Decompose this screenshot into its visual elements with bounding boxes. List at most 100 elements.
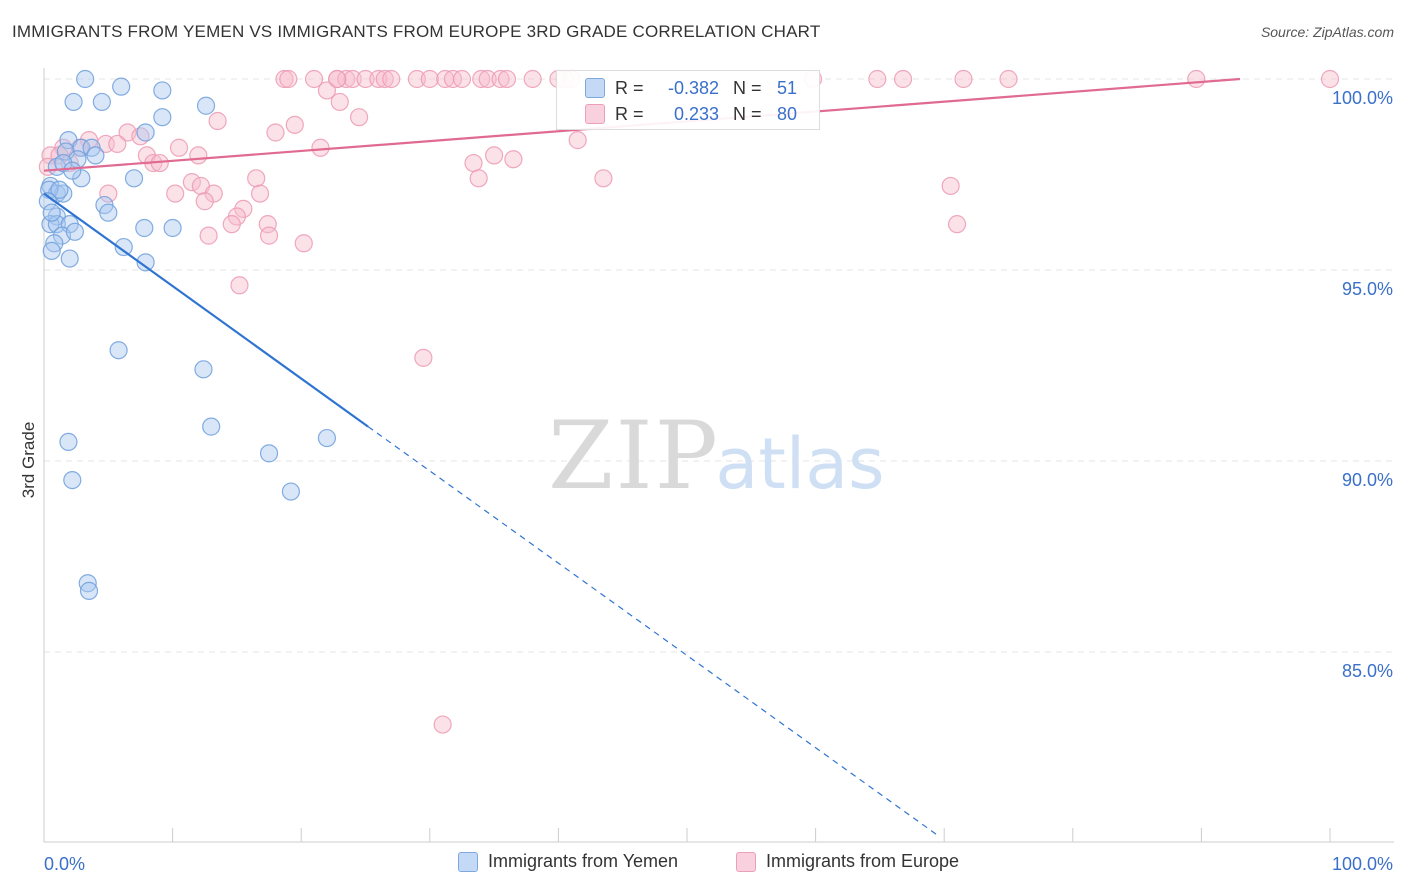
- europe-point: [382, 69, 401, 89]
- yemen-point: [114, 237, 133, 257]
- europe-point: [523, 69, 542, 89]
- europe-point: [407, 69, 427, 89]
- europe-point: [504, 150, 523, 169]
- yemen-point: [47, 215, 66, 234]
- europe-point: [108, 134, 127, 154]
- yemen-point: [42, 203, 61, 222]
- y-tick-label: 95.0%: [1342, 279, 1393, 299]
- yemen-point: [136, 123, 155, 142]
- europe-point: [478, 69, 497, 89]
- legend-swatch-yemen: [458, 851, 478, 872]
- yemen-point: [99, 203, 118, 222]
- r-value: -0.382: [667, 78, 719, 98]
- europe-point: [247, 169, 266, 188]
- correlation-row-yemen: R = -0.382 N = 51: [557, 75, 819, 101]
- n-value: 51: [776, 78, 797, 98]
- europe-point: [266, 123, 285, 142]
- x-tick-label-min: 0.0%: [44, 854, 85, 874]
- europe-point: [414, 348, 433, 367]
- yemen-point: [42, 241, 61, 260]
- yemen-point: [76, 69, 95, 89]
- yemen-point: [64, 92, 83, 112]
- europe-point: [868, 69, 887, 89]
- europe-point: [259, 226, 279, 245]
- swatch-yemen: [585, 78, 605, 98]
- yemen-points: [38, 69, 337, 600]
- yemen-point: [79, 581, 99, 600]
- r-label: R =: [615, 78, 644, 98]
- yemen-point: [259, 444, 279, 463]
- europe-point: [279, 69, 298, 89]
- x-tick-label-max: 100.0%: [1332, 854, 1393, 874]
- europe-point: [594, 169, 613, 188]
- yemen-point: [78, 574, 97, 593]
- europe-point: [182, 173, 201, 192]
- correlation-row-europe: R = 0.233 N = 80: [557, 101, 819, 127]
- europe-point: [999, 69, 1018, 89]
- europe-point: [941, 176, 960, 196]
- europe-point: [568, 131, 587, 150]
- europe-point: [328, 69, 347, 89]
- europe-point: [369, 69, 388, 89]
- europe-point: [285, 115, 304, 134]
- y-tick-labels: 100.0% 95.0% 90.0% 85.0%: [1332, 88, 1393, 681]
- yemen-point: [86, 146, 105, 165]
- europe-point: [317, 81, 337, 100]
- swatch-europe: [585, 104, 605, 124]
- europe-point: [464, 153, 483, 173]
- yemen-point: [60, 249, 79, 268]
- yemen-point: [153, 81, 172, 100]
- europe-point: [195, 192, 214, 211]
- legend: Immigrants from Yemen Immigrants from Eu…: [0, 851, 1406, 877]
- yemen-point: [63, 161, 82, 180]
- europe-point: [230, 276, 249, 295]
- yemen-point: [63, 471, 82, 490]
- europe-point: [954, 69, 973, 89]
- n-label: N =: [733, 104, 762, 124]
- europe-point: [166, 184, 185, 203]
- yemen-trendline: [43, 192, 369, 428]
- yemen-point: [92, 92, 111, 112]
- yemen-trendline-extension: [367, 426, 939, 836]
- legend-swatch-europe: [736, 851, 756, 872]
- yemen-point: [153, 108, 172, 127]
- legend-label-europe: Immigrants from Europe: [766, 851, 960, 871]
- yemen-point: [109, 341, 128, 360]
- europe-point: [189, 146, 208, 165]
- legend-item-europe[interactable]: Immigrants from Europe: [736, 851, 959, 872]
- correlation-box: R = -0.382 N = 51 R = 0.233 N = 80: [556, 70, 820, 130]
- europe-point: [1187, 69, 1206, 89]
- europe-point: [375, 69, 394, 89]
- legend-item-yemen[interactable]: Immigrants from Yemen: [458, 851, 678, 872]
- europe-point: [199, 226, 218, 245]
- source-label: Source: ZipAtlas.com: [1260, 24, 1394, 40]
- europe-point: [433, 715, 452, 734]
- europe-point: [99, 184, 118, 203]
- yemen-point: [202, 417, 221, 436]
- europe-point: [234, 199, 253, 218]
- europe-point: [420, 69, 439, 89]
- yemen-point: [50, 180, 69, 199]
- europe-point: [491, 69, 510, 89]
- yemen-point: [65, 222, 84, 241]
- europe-point: [472, 69, 491, 89]
- europe-point: [304, 69, 324, 89]
- europe-point: [469, 169, 488, 188]
- yemen-point: [194, 360, 213, 379]
- yemen-point: [196, 96, 216, 115]
- europe-point: [222, 215, 241, 234]
- r-value: 0.233: [673, 104, 719, 124]
- europe-point: [294, 234, 313, 253]
- watermark-zip: ZIP: [548, 402, 720, 511]
- yemen-point: [136, 253, 155, 272]
- legend-label-yemen: Immigrants from Yemen: [488, 851, 679, 871]
- yemen-point: [72, 138, 91, 157]
- europe-point: [343, 69, 362, 89]
- yemen-point: [112, 77, 131, 96]
- europe-point: [169, 138, 189, 157]
- y-tick-label: 85.0%: [1342, 661, 1393, 681]
- europe-point: [497, 69, 517, 89]
- yemen-point: [135, 218, 154, 238]
- europe-point: [208, 111, 227, 131]
